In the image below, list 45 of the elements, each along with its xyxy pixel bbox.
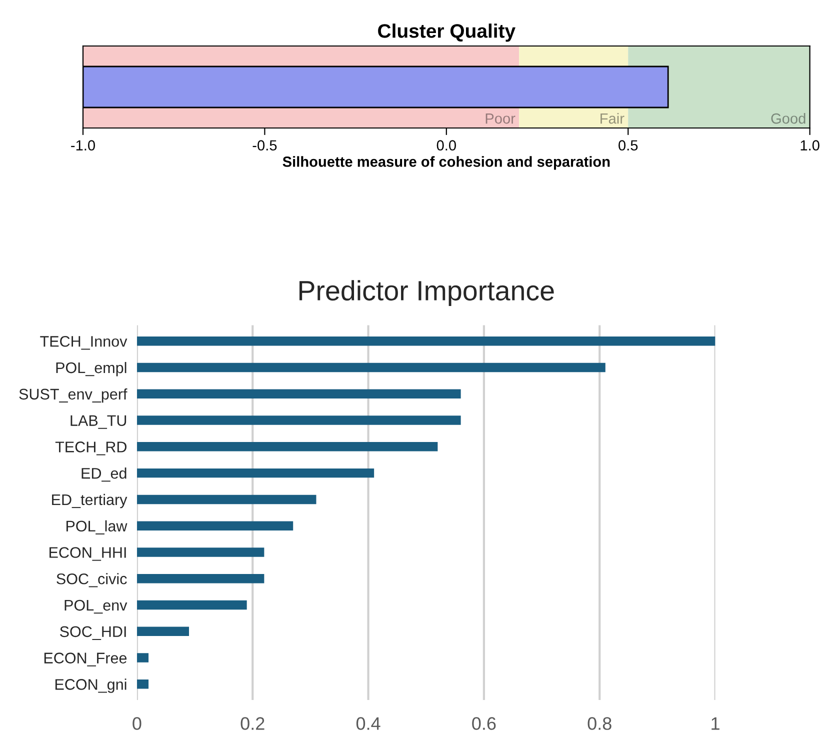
chart-title: Predictor Importance xyxy=(299,280,554,306)
bar xyxy=(136,653,149,662)
x-tick-label: 1.0 xyxy=(800,140,820,151)
y-tick-label: ECON_HHI xyxy=(50,547,126,561)
x-tick-label: -1.0 xyxy=(71,140,95,151)
x-tick-label: 0.5 xyxy=(618,140,638,151)
x-tick-label: 0.6 xyxy=(472,717,496,730)
band-label: Good xyxy=(771,113,806,124)
y-tick-label: TECH_Innov xyxy=(40,336,128,350)
x-tick-label: 0.8 xyxy=(588,717,612,730)
y-tick-label: ED_tertiary xyxy=(52,494,128,508)
bar xyxy=(136,574,264,584)
x-tick-label: 0.0 xyxy=(436,140,456,151)
bar xyxy=(136,494,316,504)
x-tick-label: 1 xyxy=(712,717,720,730)
bar xyxy=(136,600,247,610)
bar xyxy=(136,389,461,399)
y-tick-label: POL_empl xyxy=(56,362,126,376)
bar xyxy=(136,548,264,557)
y-tick-label: ED_ed xyxy=(82,468,126,482)
y-tick-label: ECON_Free xyxy=(44,652,127,666)
bar xyxy=(136,680,149,689)
y-tick-label: POL_law xyxy=(66,520,128,534)
bar xyxy=(136,362,606,372)
x-axis-title: Silhouette measure of cohesion and separation xyxy=(282,156,610,170)
y-tick-label: ECON_gni xyxy=(55,678,126,693)
bar xyxy=(136,521,294,530)
bar xyxy=(136,626,189,636)
x-tick-label: 0.2 xyxy=(240,717,264,730)
y-tick-label: TECH_RD xyxy=(55,442,126,456)
chart-title: Cluster Quality xyxy=(378,24,516,42)
band-label: Fair xyxy=(600,113,624,124)
bar xyxy=(136,468,374,478)
y-tick-label: SUST_env_perf xyxy=(19,388,128,403)
x-tick-label: 0.4 xyxy=(356,717,380,730)
x-tick-label: -0.5 xyxy=(252,140,277,151)
bar xyxy=(136,336,716,346)
band-label: Poor xyxy=(486,114,516,124)
bar xyxy=(136,416,461,425)
y-tick-label: LAB_TU xyxy=(70,415,126,429)
bar xyxy=(136,442,438,452)
x-tick-label: 0 xyxy=(132,717,142,730)
y-tick-label: SOC_HDI xyxy=(60,626,126,640)
y-tick-label: POL_env xyxy=(64,600,128,614)
y-tick-label: SOC_civic xyxy=(56,573,127,588)
